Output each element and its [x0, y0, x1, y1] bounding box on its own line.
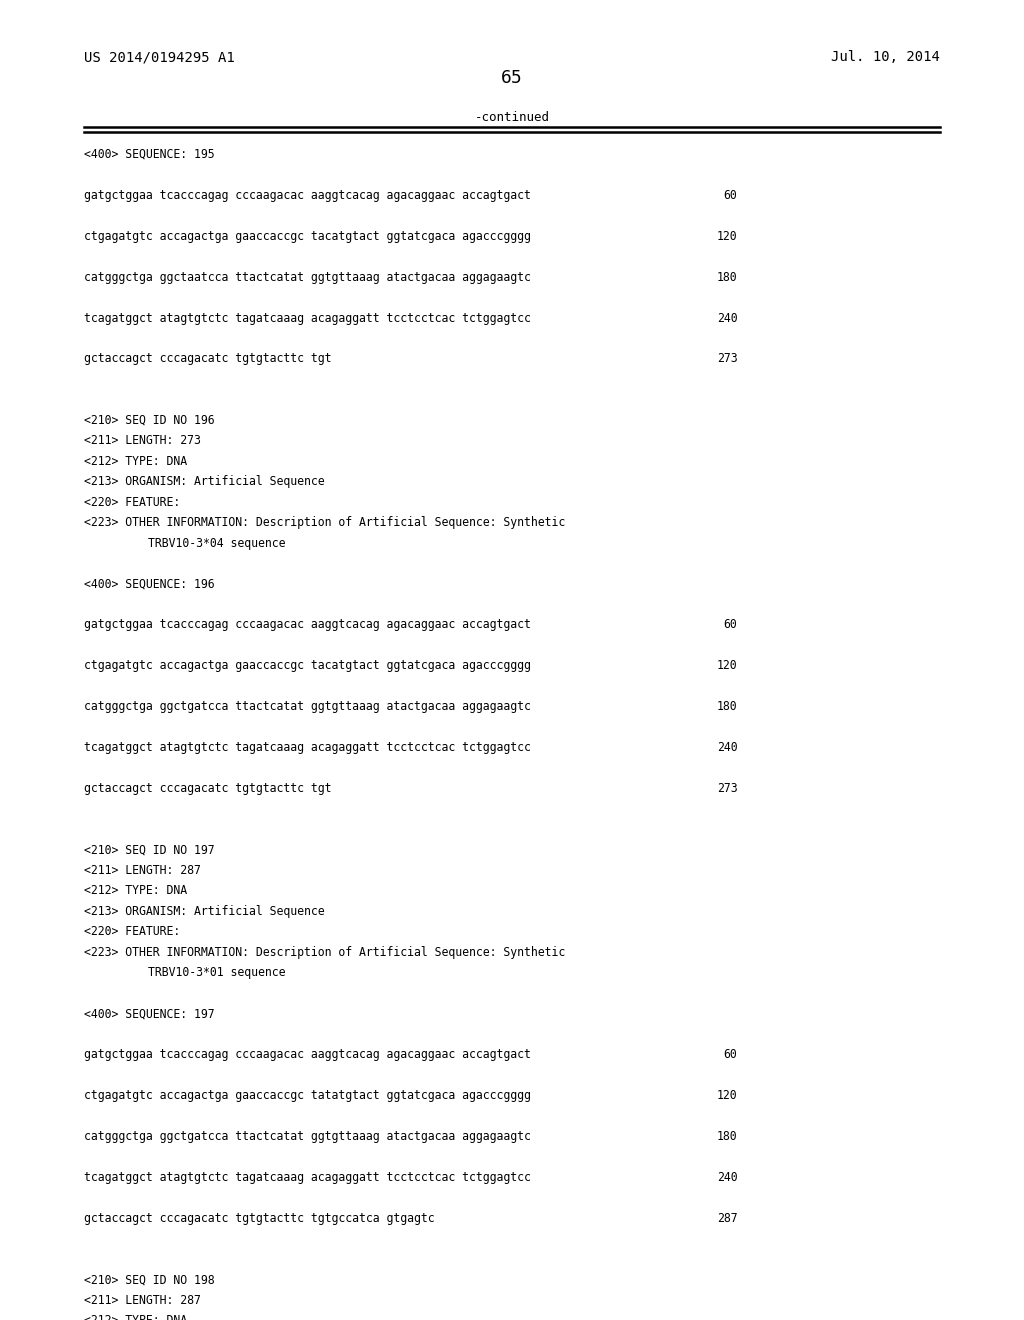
Text: <400> SEQUENCE: 196: <400> SEQUENCE: 196: [84, 577, 215, 590]
Text: US 2014/0194295 A1: US 2014/0194295 A1: [84, 50, 234, 65]
Text: <211> LENGTH: 287: <211> LENGTH: 287: [84, 1294, 201, 1307]
Text: <213> ORGANISM: Artificial Sequence: <213> ORGANISM: Artificial Sequence: [84, 475, 325, 488]
Text: <212> TYPE: DNA: <212> TYPE: DNA: [84, 1313, 187, 1320]
Text: <400> SEQUENCE: 195: <400> SEQUENCE: 195: [84, 148, 215, 161]
Text: 60: 60: [724, 189, 737, 202]
Text: <400> SEQUENCE: 197: <400> SEQUENCE: 197: [84, 1007, 215, 1020]
Text: ctgagatgtc accagactga gaaccaccgc tatatgtact ggtatcgaca agacccgggg: ctgagatgtc accagactga gaaccaccgc tatatgt…: [84, 1089, 530, 1102]
Text: <211> LENGTH: 287: <211> LENGTH: 287: [84, 863, 201, 876]
Text: 273: 273: [717, 352, 737, 366]
Text: 60: 60: [724, 1048, 737, 1061]
Text: 120: 120: [717, 1089, 737, 1102]
Text: 287: 287: [717, 1212, 737, 1225]
Text: gctaccagct cccagacatc tgtgtacttc tgt: gctaccagct cccagacatc tgtgtacttc tgt: [84, 781, 332, 795]
Text: <220> FEATURE:: <220> FEATURE:: [84, 495, 180, 508]
Text: tcagatggct atagtgtctc tagatcaaag acagaggatt tcctcctcac tctggagtcc: tcagatggct atagtgtctc tagatcaaag acagagg…: [84, 741, 530, 754]
Text: catgggctga ggctgatcca ttactcatat ggtgttaaag atactgacaa aggagaagtc: catgggctga ggctgatcca ttactcatat ggtgtta…: [84, 700, 530, 713]
Text: tcagatggct atagtgtctc tagatcaaag acagaggatt tcctcctcac tctggagtcc: tcagatggct atagtgtctc tagatcaaag acagagg…: [84, 312, 530, 325]
Text: 120: 120: [717, 659, 737, 672]
Text: gctaccagct cccagacatc tgtgtacttc tgt: gctaccagct cccagacatc tgtgtacttc tgt: [84, 352, 332, 366]
Text: gatgctggaa tcacccagag cccaagacac aaggtcacag agacaggaac accagtgact: gatgctggaa tcacccagag cccaagacac aaggtca…: [84, 1048, 530, 1061]
Text: <210> SEQ ID NO 198: <210> SEQ ID NO 198: [84, 1272, 215, 1286]
Text: catgggctga ggctaatcca ttactcatat ggtgttaaag atactgacaa aggagaagtc: catgggctga ggctaatcca ttactcatat ggtgtta…: [84, 271, 530, 284]
Text: 65: 65: [501, 69, 523, 87]
Text: tcagatggct atagtgtctc tagatcaaag acagaggatt tcctcctcac tctggagtcc: tcagatggct atagtgtctc tagatcaaag acagagg…: [84, 1171, 530, 1184]
Text: 240: 240: [717, 1171, 737, 1184]
Text: 180: 180: [717, 1130, 737, 1143]
Text: 60: 60: [724, 618, 737, 631]
Text: gatgctggaa tcacccagag cccaagacac aaggtcacag agacaggaac accagtgact: gatgctggaa tcacccagag cccaagacac aaggtca…: [84, 189, 530, 202]
Text: 273: 273: [717, 781, 737, 795]
Text: <212> TYPE: DNA: <212> TYPE: DNA: [84, 884, 187, 898]
Text: gctaccagct cccagacatc tgtgtacttc tgtgccatca gtgagtc: gctaccagct cccagacatc tgtgtacttc tgtgcca…: [84, 1212, 434, 1225]
Text: 180: 180: [717, 700, 737, 713]
Text: 240: 240: [717, 312, 737, 325]
Text: <213> ORGANISM: Artificial Sequence: <213> ORGANISM: Artificial Sequence: [84, 904, 325, 917]
Text: 180: 180: [717, 271, 737, 284]
Text: TRBV10-3*04 sequence: TRBV10-3*04 sequence: [148, 536, 286, 549]
Text: Jul. 10, 2014: Jul. 10, 2014: [831, 50, 940, 65]
Text: <220> FEATURE:: <220> FEATURE:: [84, 925, 180, 939]
Text: <210> SEQ ID NO 197: <210> SEQ ID NO 197: [84, 843, 215, 857]
Text: TRBV10-3*01 sequence: TRBV10-3*01 sequence: [148, 966, 286, 979]
Text: <223> OTHER INFORMATION: Description of Artificial Sequence: Synthetic: <223> OTHER INFORMATION: Description of …: [84, 516, 565, 529]
Text: <212> TYPE: DNA: <212> TYPE: DNA: [84, 454, 187, 467]
Text: 240: 240: [717, 741, 737, 754]
Text: catgggctga ggctgatcca ttactcatat ggtgttaaag atactgacaa aggagaagtc: catgggctga ggctgatcca ttactcatat ggtgtta…: [84, 1130, 530, 1143]
Text: <223> OTHER INFORMATION: Description of Artificial Sequence: Synthetic: <223> OTHER INFORMATION: Description of …: [84, 945, 565, 958]
Text: gatgctggaa tcacccagag cccaagacac aaggtcacag agacaggaac accagtgact: gatgctggaa tcacccagag cccaagacac aaggtca…: [84, 618, 530, 631]
Text: ctgagatgtc accagactga gaaccaccgc tacatgtact ggtatcgaca agacccgggg: ctgagatgtc accagactga gaaccaccgc tacatgt…: [84, 659, 530, 672]
Text: <211> LENGTH: 273: <211> LENGTH: 273: [84, 434, 201, 447]
Text: <210> SEQ ID NO 196: <210> SEQ ID NO 196: [84, 413, 215, 426]
Text: ctgagatgtc accagactga gaaccaccgc tacatgtact ggtatcgaca agacccgggg: ctgagatgtc accagactga gaaccaccgc tacatgt…: [84, 230, 530, 243]
Text: -continued: -continued: [474, 111, 550, 124]
Text: 120: 120: [717, 230, 737, 243]
